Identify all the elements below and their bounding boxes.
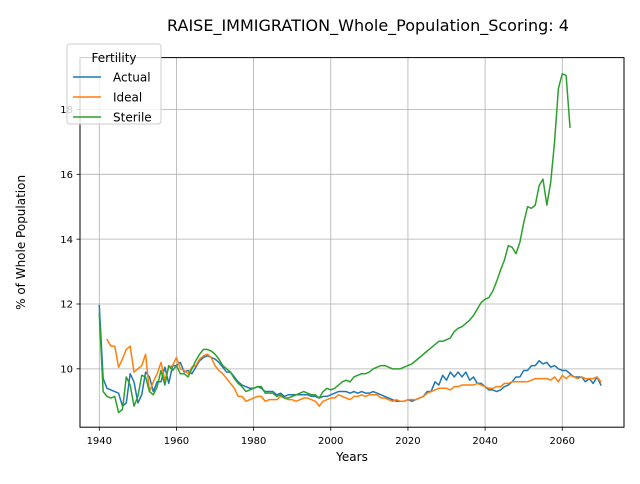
y-tick-label: 16 xyxy=(60,170,73,181)
x-axis-label: Years xyxy=(335,450,368,464)
plot-area-frame xyxy=(79,57,625,428)
series-line-sterile xyxy=(98,73,571,414)
chart-title: RAISE_IMMIGRATION_Whole_Population_Scori… xyxy=(167,16,569,36)
y-axis-label: % of Whole Population xyxy=(14,175,28,310)
x-tick-label: 2020 xyxy=(395,436,420,447)
x-tick-label: 1940 xyxy=(87,436,112,447)
y-tick-label: 10 xyxy=(60,364,73,375)
x-tick-label: 2040 xyxy=(472,436,497,447)
legend: Fertility Actual Ideal Sterile xyxy=(66,43,162,125)
data-series xyxy=(98,73,602,414)
x-tick-label: 1960 xyxy=(164,436,189,447)
series-line-ideal xyxy=(105,338,602,407)
legend-label-ideal: Ideal xyxy=(113,91,142,105)
x-tick-label: 2000 xyxy=(318,436,343,447)
legend-title: Fertility xyxy=(91,51,136,65)
x-tick-label: 2060 xyxy=(550,436,575,447)
legend-entries: Actual Ideal Sterile xyxy=(73,71,152,125)
legend-box xyxy=(66,43,162,125)
y-tick-label: 12 xyxy=(60,300,73,311)
y-tick-label: 14 xyxy=(60,235,73,246)
legend-label-actual: Actual xyxy=(113,71,151,85)
x-tick-label: 1980 xyxy=(241,436,266,447)
axis-ticks: 19401960198020002020204020601012141618 xyxy=(60,105,575,447)
legend-label-sterile: Sterile xyxy=(113,111,152,125)
